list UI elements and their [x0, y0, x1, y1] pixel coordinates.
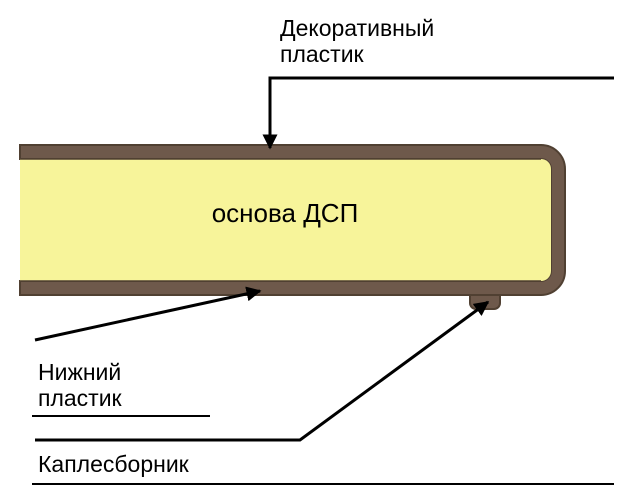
drip-collector-bump — [470, 295, 500, 309]
label-bottom-plastic-2: пластик — [38, 385, 123, 411]
label-top-plastic-1: Декоративный — [280, 15, 434, 41]
label-bottom-plastic-1: Нижний — [38, 359, 121, 385]
label-dsp-core: основа ДСП — [212, 198, 359, 228]
label-drip-collector: Каплесборник — [38, 451, 190, 477]
label-top-plastic-2: пластик — [280, 41, 365, 67]
